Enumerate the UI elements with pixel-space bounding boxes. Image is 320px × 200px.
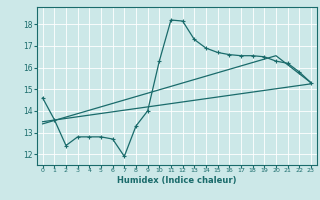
X-axis label: Humidex (Indice chaleur): Humidex (Indice chaleur) (117, 176, 236, 185)
